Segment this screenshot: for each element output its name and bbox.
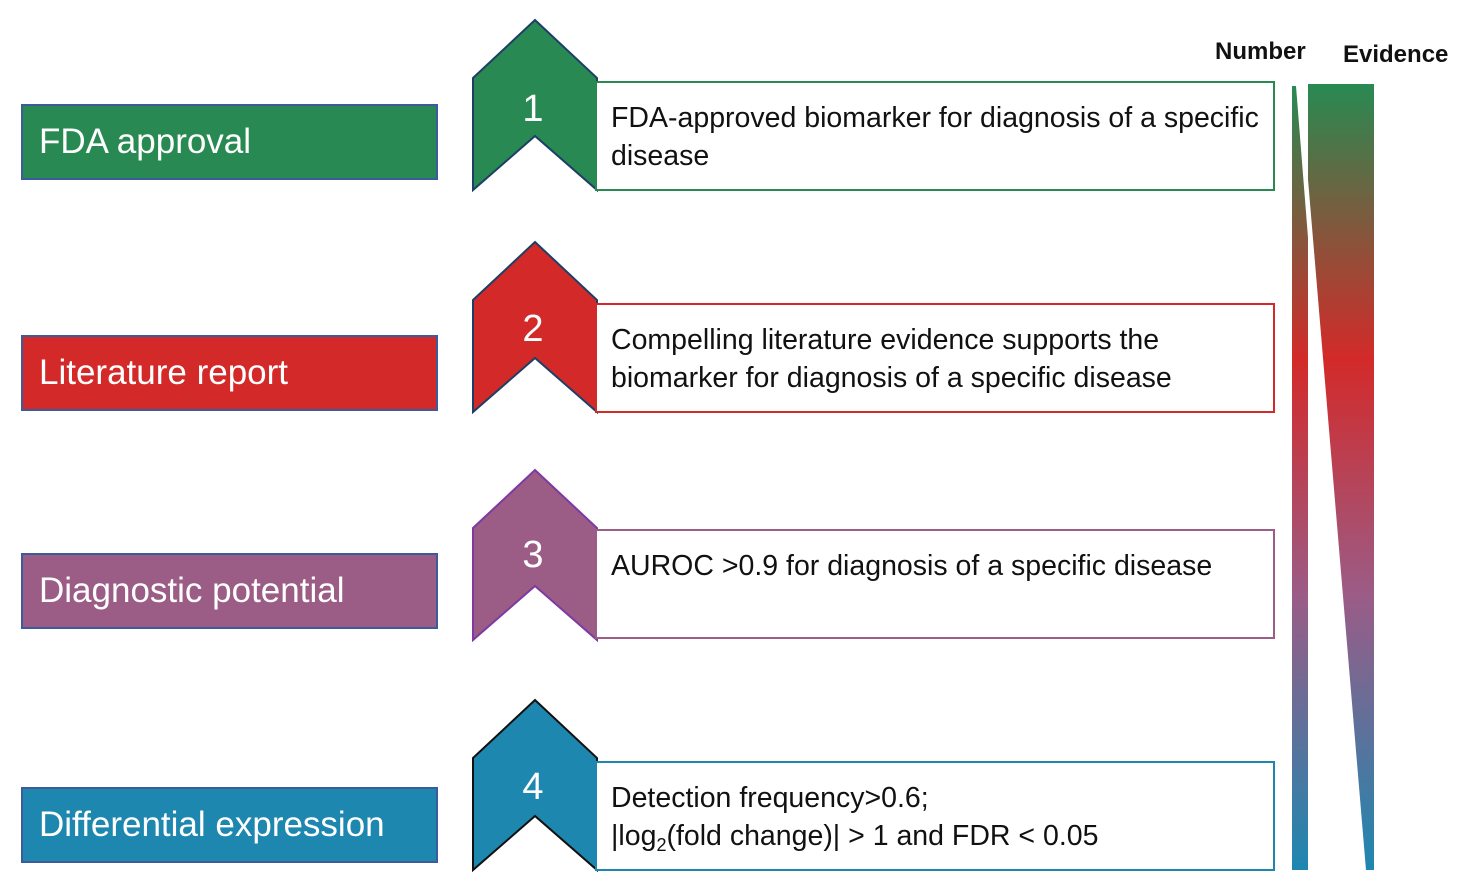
number-evidence-scale [1292, 84, 1374, 870]
level-label-text: FDA approval [39, 122, 252, 161]
level-description-line1: Detection frequency>0.6; [611, 782, 929, 814]
level-description-3: AUROC >0.9 for diagnosis of a specific d… [595, 529, 1275, 639]
level-label-text: Differential expression [39, 805, 385, 844]
chevron-badge-3: 3 [472, 468, 598, 643]
level-description-4: Detection frequency>0.6; |log2(fold chan… [595, 761, 1275, 871]
level-description-text: FDA-approved biomarker for diagnosis of … [611, 102, 1259, 172]
level-label-text: Diagnostic potential [39, 571, 345, 610]
level-label-differential-expression: Differential expression [21, 787, 438, 863]
chevron-number: 4 [522, 766, 543, 808]
chevron-badge-1: 1 [472, 18, 598, 193]
formula-suffix: (fold change)| > 1 and FDR < 0.05 [666, 820, 1099, 852]
level-description-2: Compelling literature evidence supports … [595, 303, 1275, 413]
wedge-separator [1300, 84, 1366, 870]
chevron-badge-2: 2 [472, 240, 598, 415]
level-label-text: Literature report [39, 353, 289, 392]
chevron-badge-4: 4 [472, 698, 598, 873]
level-description-line2: |log2(fold change)| > 1 and FDR < 0.05 [611, 817, 1259, 864]
chevron-number: 3 [522, 534, 543, 576]
level-description-text: Compelling literature evidence supports … [611, 324, 1172, 394]
formula-subscript: 2 [656, 835, 667, 855]
chevron-number: 1 [522, 88, 543, 130]
level-label-literature-report: Literature report [21, 335, 438, 411]
formula-prefix: |log [611, 820, 657, 852]
level-label-fda-approval: FDA approval [21, 104, 438, 180]
number-header: Number [1215, 38, 1306, 65]
level-description-1: FDA-approved biomarker for diagnosis of … [595, 81, 1275, 191]
level-label-diagnostic-potential: Diagnostic potential [21, 553, 438, 629]
chevron-number: 2 [522, 308, 543, 350]
level-description-text: AUROC >0.9 for diagnosis of a specific d… [611, 550, 1213, 582]
evidence-header: Evidence [1343, 41, 1449, 68]
